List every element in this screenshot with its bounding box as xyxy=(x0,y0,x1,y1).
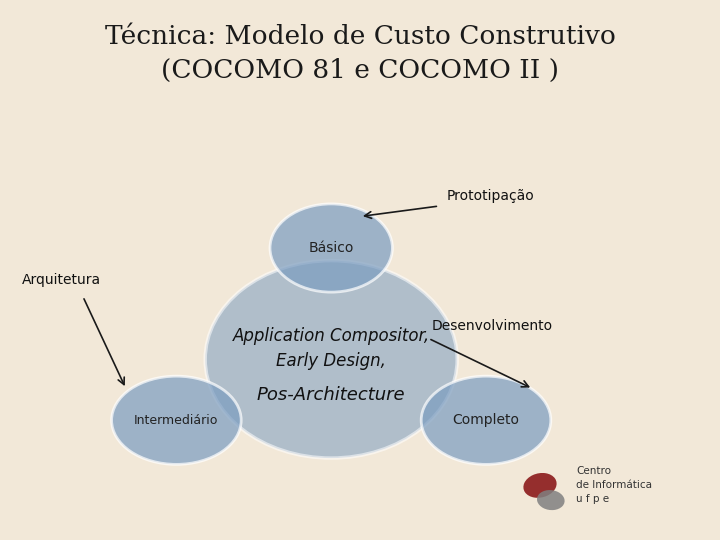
Ellipse shape xyxy=(270,204,392,292)
Text: Completo: Completo xyxy=(452,413,520,427)
Ellipse shape xyxy=(112,376,241,464)
Ellipse shape xyxy=(523,473,557,498)
Ellipse shape xyxy=(537,490,564,510)
Ellipse shape xyxy=(205,261,457,458)
Text: Intermediário: Intermediário xyxy=(134,414,219,427)
Text: Centro
de Informática
u f p e: Centro de Informática u f p e xyxy=(576,467,652,504)
Text: Pos-Architecture: Pos-Architecture xyxy=(257,386,405,404)
Text: Application Compositor,: Application Compositor, xyxy=(233,327,430,345)
Text: Técnica: Modelo de Custo Construtivo
(COCOMO 81 e COCOMO II ): Técnica: Modelo de Custo Construtivo (CO… xyxy=(104,24,616,83)
Text: Básico: Básico xyxy=(308,241,354,255)
Text: Prototipação: Prototipação xyxy=(446,188,534,202)
Ellipse shape xyxy=(421,376,551,464)
Text: Arquitetura: Arquitetura xyxy=(22,273,101,287)
Text: Desenvolvimento: Desenvolvimento xyxy=(432,319,553,333)
Text: Early Design,: Early Design, xyxy=(276,353,386,370)
